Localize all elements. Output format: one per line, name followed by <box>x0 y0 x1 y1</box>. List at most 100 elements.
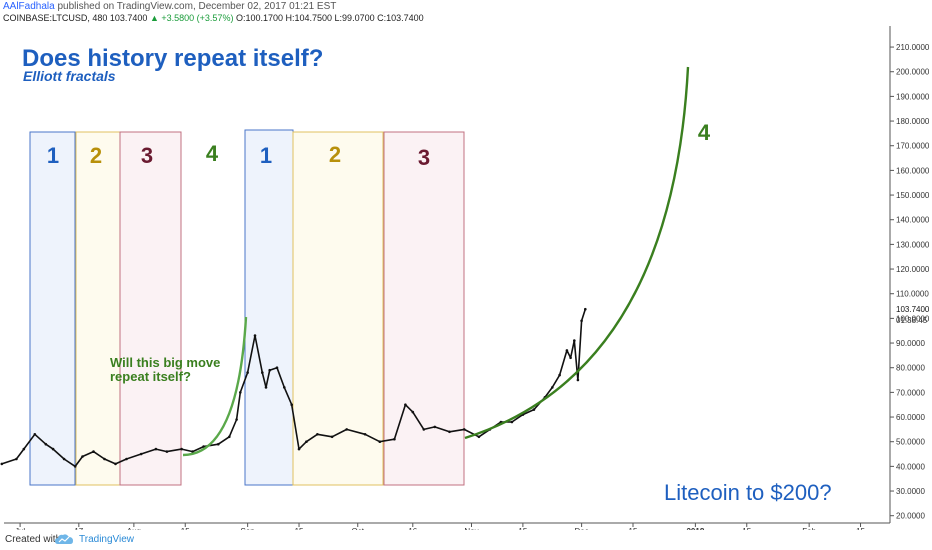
y-tick-label: 70.0000 <box>896 388 925 397</box>
price-point <box>235 418 238 421</box>
y-tick-label: 180.0000 <box>896 117 930 126</box>
y-tick-label: 100.0000 <box>896 314 930 323</box>
price-point <box>558 373 561 377</box>
price-point <box>462 428 466 431</box>
wave-boxes <box>29 129 465 486</box>
wave-box-2b <box>292 131 384 486</box>
price-point <box>114 462 117 466</box>
author-link[interactable]: AAlFadhala <box>3 1 55 12</box>
y-tick-label: 60.0000 <box>896 413 925 422</box>
wave-label: 4 <box>698 120 711 145</box>
price-point <box>165 450 169 453</box>
wave-label: 1 <box>260 143 272 168</box>
price-point <box>569 356 572 360</box>
wave-box-3b <box>383 131 465 486</box>
price-point <box>345 428 349 431</box>
wave-box-1b <box>244 129 294 486</box>
price-point <box>180 447 183 451</box>
wave-box-2a <box>75 131 121 486</box>
price-point <box>62 457 66 461</box>
wave-box-1a <box>29 131 76 486</box>
price-point <box>393 437 396 441</box>
fractal-curves <box>182 66 690 457</box>
y-tick-label: 20.0000 <box>896 512 925 521</box>
price-point <box>433 425 437 429</box>
price-point <box>264 386 268 389</box>
chart-title: Does history repeat itself? <box>22 45 323 72</box>
price-point <box>154 447 158 451</box>
y-tick-label: 150.0000 <box>896 191 930 200</box>
wave-label: 3 <box>418 145 430 170</box>
price-point <box>275 366 279 370</box>
wave-label: 4 <box>206 141 219 166</box>
price-point <box>404 403 407 407</box>
price-change: +3.5800 (+3.57%) <box>161 13 234 23</box>
price-point <box>283 386 286 389</box>
y-axis: 20.0000 30.0000 40.0000 50.0000 60.0000 70.00… <box>889 26 932 523</box>
y-tick-label: 170.0000 <box>896 142 930 151</box>
price-point <box>51 447 55 451</box>
price-point <box>580 319 583 323</box>
price-point <box>411 410 415 414</box>
bar-countdown-label: 01:38:45 <box>896 316 928 325</box>
last-price-tag-bg <box>892 303 932 315</box>
price-point <box>305 440 308 444</box>
price-point <box>565 349 569 352</box>
price-point <box>92 450 95 453</box>
price-point <box>0 462 4 466</box>
tradingview-cloud-icon <box>55 534 73 544</box>
y-tick-label: 80.0000 <box>896 364 925 373</box>
price-point <box>22 447 26 451</box>
question-line-1: Will this big move <box>110 355 220 370</box>
y-tick-label: 50.0000 <box>896 438 925 447</box>
price-point <box>532 408 536 411</box>
target-annotation: Litecoin to $200? <box>664 480 832 505</box>
y-tick-label: 160.0000 <box>896 166 930 175</box>
ohlc-values: O:100.1700 H:104.7500 L:99.0700 C:103.74… <box>235 13 424 23</box>
price-point <box>73 465 77 468</box>
price-point <box>573 339 576 342</box>
price-point <box>584 307 587 311</box>
last-price: 103.7400 <box>109 13 148 23</box>
y-tick-label: 90.0000 <box>896 339 925 348</box>
y-tick-label: 140.0000 <box>896 216 930 225</box>
projected-move-curve <box>464 66 690 440</box>
tradingview-brand-link[interactable]: TradingView <box>79 534 135 545</box>
price-point <box>202 445 205 448</box>
y-tick-label: 200.0000 <box>896 68 930 77</box>
price-point <box>448 430 451 434</box>
price-point <box>228 435 231 439</box>
symbol-name: COINBASE:LTCUSD, 480 <box>3 13 108 23</box>
price-point <box>239 391 242 394</box>
price-point <box>103 457 106 461</box>
first-move-curve <box>182 316 248 457</box>
price-point <box>363 433 367 436</box>
price-point <box>290 403 294 407</box>
y-tick-label: 130.0000 <box>896 240 930 249</box>
price-point <box>551 386 554 389</box>
created-with-text: Created with <box>5 534 62 545</box>
price-point <box>330 435 334 439</box>
y-tick-label: 110.0000 <box>896 290 929 299</box>
price-point <box>297 447 301 451</box>
price-point <box>477 435 481 439</box>
price-point <box>217 442 220 446</box>
up-arrow-icon: ▲ <box>149 13 159 23</box>
price-point <box>33 433 37 436</box>
wave-label: 2 <box>90 143 102 168</box>
price-point <box>253 334 257 337</box>
y-tick-label: 190.0000 <box>896 92 930 101</box>
price-point <box>246 371 249 374</box>
wave-label: 1 <box>47 143 59 168</box>
wave-box-3a <box>119 131 182 486</box>
footer-bar: Created with TradingView <box>0 530 932 550</box>
chart-subtitle: Elliott fractals <box>23 68 116 84</box>
price-point <box>268 368 272 372</box>
price-point <box>576 378 580 382</box>
published-text: published on TradingView.com, December 0… <box>57 1 337 12</box>
annotations: Does history repeat itself?Elliott fract… <box>22 45 832 505</box>
y-tick-label: 40.0000 <box>896 462 925 471</box>
symbol-info: COINBASE:LTCUSD, 480 103.7400 ▲ +3.5800 … <box>3 13 424 23</box>
wave-label: 2 <box>329 142 341 167</box>
